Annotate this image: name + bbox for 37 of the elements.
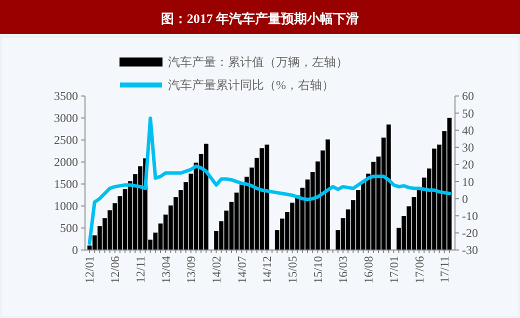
- x-tick-label: 15/05: [286, 256, 300, 284]
- y-tick-label: 1500: [54, 177, 78, 192]
- y2-tick-label: 0: [462, 192, 468, 206]
- x-tick-label: 12/11: [133, 256, 148, 283]
- y2-tick-label: -30: [462, 243, 478, 258]
- x-tick-label: 14/07: [234, 256, 249, 284]
- x-tick-label: 17/11: [438, 256, 452, 283]
- line-series: [88, 116, 452, 245]
- y2-tick-label: 30: [462, 140, 474, 155]
- y2-tick-label: 20: [462, 158, 474, 172]
- y-tick-label: 1000: [54, 199, 78, 214]
- y-tick-label: 3000: [54, 111, 78, 126]
- x-tick-label: 15/10: [310, 256, 325, 284]
- x-tick-label: 17/06: [412, 256, 426, 284]
- x-tick-label: 16/08: [362, 256, 376, 284]
- y2-tick-label: -20: [462, 226, 478, 240]
- y-tick-label: 500: [60, 221, 78, 236]
- x-tick-label: 12/01: [82, 256, 97, 284]
- y-tick-label: 2000: [54, 155, 78, 170]
- x-tick-label: 14/12: [260, 256, 274, 284]
- x-tick-label: 12/06: [108, 256, 122, 284]
- y-tick-label: 0: [72, 243, 78, 258]
- x-tick-label: 14/02: [209, 256, 224, 284]
- y2-tick-label: -10: [462, 208, 478, 223]
- legend-label: 汽车产量累计同比（%，右轴）: [168, 78, 334, 92]
- y2-tick-label: 60: [462, 89, 474, 104]
- y-tick-label: 3500: [54, 89, 78, 104]
- x-tick-label: 16/03: [336, 256, 350, 284]
- y-tick-label: 2500: [54, 133, 78, 148]
- legend-label: 汽车产量：累计值（万辆，左轴）: [168, 55, 348, 70]
- y2-tick-label: 10: [462, 174, 474, 189]
- x-tick-label: 13/09: [184, 256, 198, 284]
- chart-title: 图：2017 年汽车产量预期小幅下滑: [160, 11, 360, 26]
- y2-tick-label: 40: [462, 123, 474, 138]
- y2-tick-label: 50: [462, 106, 474, 120]
- x-tick-label: 13/04: [158, 256, 173, 284]
- x-tick-label: 17/01: [386, 256, 401, 284]
